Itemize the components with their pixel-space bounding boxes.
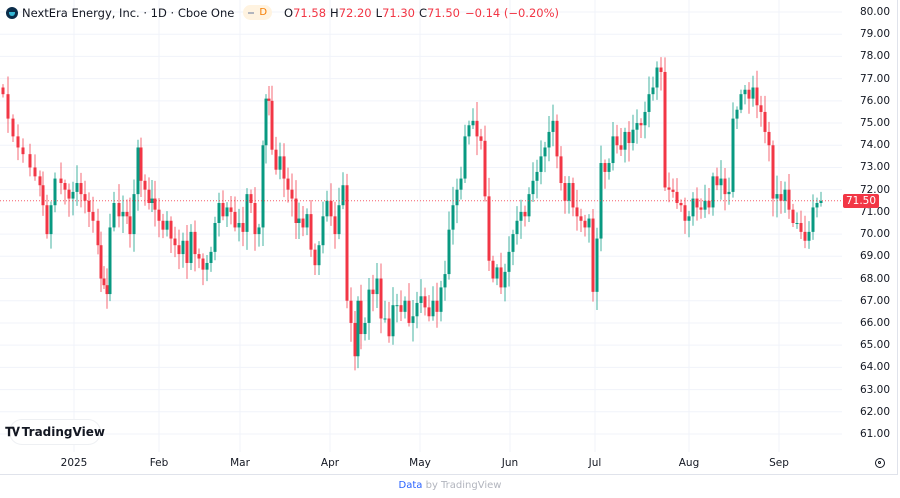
price-tick: 62.00 — [859, 405, 890, 418]
tradingview-logo[interactable]: 𝐓𝐕 TradingView — [5, 420, 105, 444]
price-tick: 74.00 — [859, 139, 890, 152]
price-tick: 80.00 — [859, 6, 890, 18]
last-price-label: 71.50 — [843, 193, 879, 208]
close-label: C — [419, 5, 428, 20]
price-scale[interactable]: 80.00 79.00 78.00 77.00 76.00 75.00 74.00 73.00… — [842, 0, 898, 452]
time-tick: Mar — [230, 457, 250, 469]
symbol-title[interactable]: NextEra Energy, Inc. · 1D · Cboe One — [22, 5, 235, 20]
price-tick: 77.00 — [859, 72, 890, 85]
time-tick: 2025 — [60, 457, 88, 469]
price-tick: 78.00 — [859, 50, 890, 63]
open-value: 71.58 — [293, 5, 327, 20]
price-tick: 79.00 — [859, 28, 890, 41]
price-tick: 61.00 — [859, 427, 890, 440]
price-tick: 69.00 — [859, 250, 890, 263]
candlestick-chart — [0, 0, 842, 452]
close-value: 71.50 — [427, 5, 460, 20]
time-tick: Aug — [678, 457, 700, 469]
price-tick: 66.00 — [859, 316, 890, 329]
price-tick: 63.00 — [859, 383, 890, 396]
chart-pane[interactable] — [0, 0, 842, 452]
nextera-logo-icon — [6, 6, 18, 19]
price-tick: 76.00 — [859, 94, 890, 107]
price-change: −0.14 (−0.20%) — [464, 5, 560, 20]
price-tick: 72.00 — [859, 183, 890, 196]
price-tick: 68.00 — [859, 272, 890, 285]
open-label: O — [284, 5, 294, 20]
dash-icon — [248, 11, 255, 14]
low-value: 71.30 — [382, 5, 415, 20]
price-tick: 65.00 — [859, 339, 890, 352]
time-tick: Feb — [149, 457, 169, 469]
chart-frame: NextEra Energy, Inc. · 1D · Cboe One D O… — [0, 0, 898, 475]
high-value: 72.20 — [338, 5, 372, 20]
time-tick: Jun — [501, 457, 519, 469]
price-tick: 70.00 — [859, 228, 890, 241]
market-status-badge[interactable]: D — [243, 5, 273, 20]
time-tick: May — [409, 457, 431, 469]
by-text: by TradingView — [422, 480, 502, 491]
footer-attribution: Data by TradingView — [0, 480, 900, 491]
tradingview-mark-icon: 𝐓𝐕 — [5, 424, 20, 439]
settings-icon[interactable] — [875, 458, 885, 468]
time-tick: Sep — [769, 457, 789, 469]
price-tick: 73.00 — [859, 161, 890, 174]
price-tick: 75.00 — [859, 117, 890, 130]
high-label: H — [330, 5, 339, 20]
price-tick: 64.00 — [859, 361, 890, 374]
price-tick: 67.00 — [859, 294, 890, 307]
data-link[interactable]: Data — [398, 480, 423, 491]
symbol-legend: NextEra Energy, Inc. · 1D · Cboe One D O… — [6, 4, 559, 21]
price-tick: 71.00 — [859, 205, 890, 218]
time-scale[interactable]: 2025 Feb Mar Apr May Jun Jul Aug Sep — [0, 452, 842, 474]
low-label: L — [375, 5, 383, 20]
time-tick: Jul — [588, 457, 602, 469]
time-tick: Apr — [320, 457, 340, 469]
